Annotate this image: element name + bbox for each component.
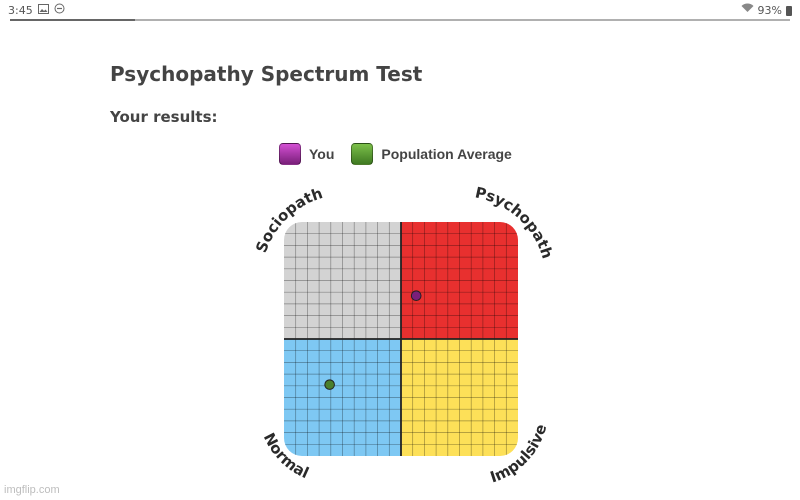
quadrant-impulsive [401,339,518,456]
status-time: 3:45 [8,4,33,17]
legend-swatch-you [279,143,301,165]
point-you [410,290,422,302]
legend-item-population-average: Population Average [351,143,512,165]
psychopathy-quadrant-chart: Sociopath Psychopath Normal Impulsive [252,184,556,487]
wifi-icon [741,3,754,17]
dnd-icon [54,3,65,18]
battery-percent: 93% [757,3,782,17]
quadrant-area [284,222,518,456]
status-bar-left: 3:45 [8,3,65,18]
results-heading: Your results: [110,108,218,126]
page-title: Psychopathy Spectrum Test [110,62,423,86]
watermark: imgflip.com [4,484,60,496]
quadrant-normal [284,339,401,456]
legend-item-you: You [279,143,334,165]
quadrant-sociopath [284,222,401,339]
legend-label-population-average: Population Average [381,146,512,162]
chart-legend: You Population Average [279,143,529,165]
page-load-progress [10,19,790,21]
chart-points [324,290,422,390]
status-bar: 3:45 93% [0,0,800,20]
page-load-progress-fill [10,19,135,21]
legend-label-you: You [309,146,335,162]
status-bar-right: 93% [741,3,792,17]
image-icon [37,3,49,18]
battery-icon [786,6,792,16]
point-population-average [324,379,335,390]
legend-swatch-population-average [351,143,374,165]
quadrant-psychopath [401,222,518,339]
chart-axes [284,222,518,456]
